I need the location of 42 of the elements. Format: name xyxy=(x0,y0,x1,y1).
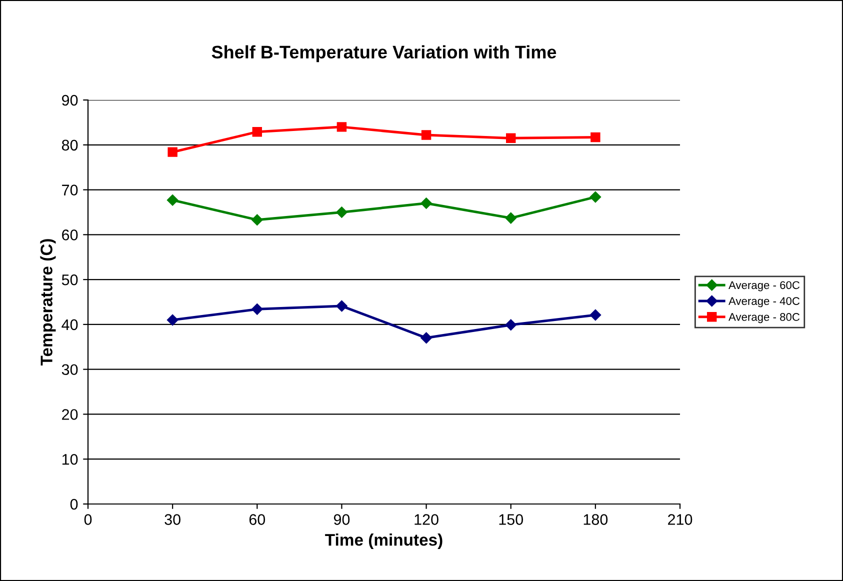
point xyxy=(168,147,178,157)
point xyxy=(505,319,516,330)
point xyxy=(252,304,263,315)
x-tick-label: 60 xyxy=(249,514,266,525)
x-tick-label: 0 xyxy=(84,514,92,525)
x-tick-label: 30 xyxy=(164,514,180,525)
x-tick-label: 90 xyxy=(334,514,350,525)
point xyxy=(590,309,602,321)
x-axis-title: Time (minutes) xyxy=(325,534,442,550)
point xyxy=(336,206,348,218)
y-tick-label: 10 xyxy=(62,454,78,465)
point xyxy=(252,214,263,226)
y-tick-label: 80 xyxy=(62,140,78,151)
point xyxy=(420,332,432,344)
x-tick-label: 210 xyxy=(668,514,692,525)
point xyxy=(590,132,600,142)
x-tick-label: 180 xyxy=(584,514,608,525)
y-tick-label: 60 xyxy=(62,230,78,240)
point xyxy=(252,127,262,137)
y-tick-label: 0 xyxy=(70,498,78,510)
point xyxy=(336,300,348,312)
point xyxy=(590,191,602,203)
point xyxy=(506,133,516,144)
y-tick-label: 70 xyxy=(62,184,78,196)
point xyxy=(166,314,178,326)
point xyxy=(421,130,432,140)
y-tick-label: 40 xyxy=(62,319,78,330)
y-tick-label: 30 xyxy=(62,364,78,376)
legend-label: Average - 80C xyxy=(728,313,800,324)
point xyxy=(166,194,178,206)
chart-title: Shelf B-Temperature Variation with Time xyxy=(212,45,556,62)
point xyxy=(336,122,347,132)
point xyxy=(420,198,432,209)
x-tick-label: 120 xyxy=(414,514,438,525)
legend-label: Average - 40C xyxy=(728,297,800,308)
point xyxy=(505,212,516,224)
y-axis-title: Temperature (C) xyxy=(40,239,56,366)
legend-label: Average - 60C xyxy=(728,281,800,292)
y-tick-label: 50 xyxy=(62,274,78,286)
y-tick-label: 90 xyxy=(62,94,78,106)
x-tick-label: 150 xyxy=(499,514,524,525)
y-tick-label: 20 xyxy=(62,409,78,420)
